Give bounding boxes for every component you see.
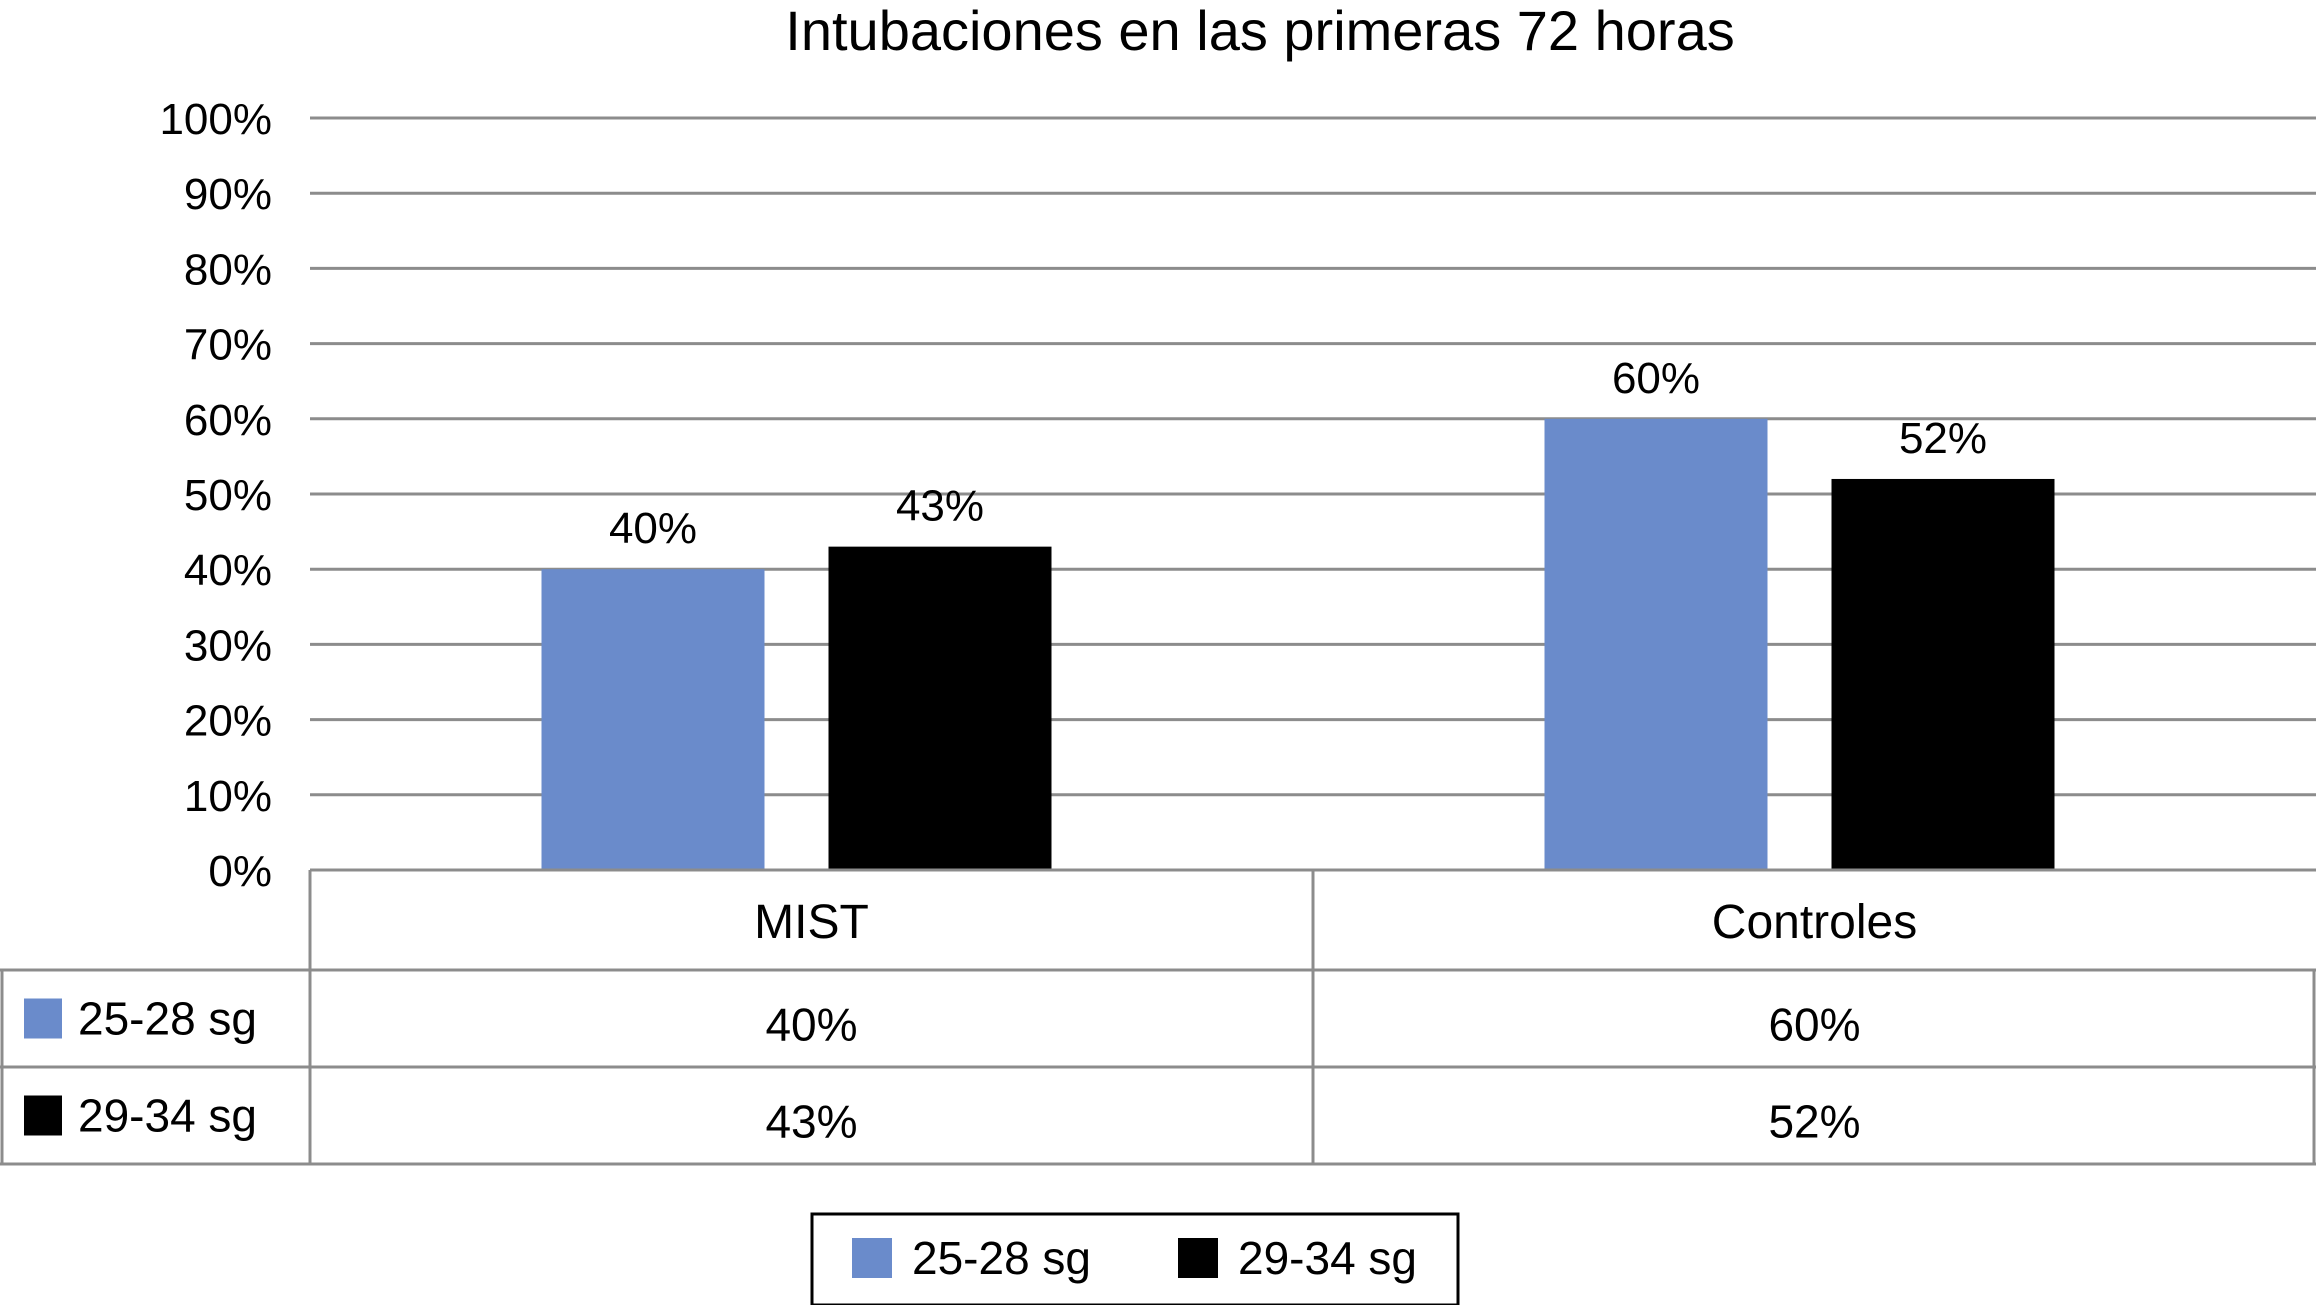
bar [1544, 418, 1768, 870]
y-tick-label: 40% [184, 546, 272, 595]
legend-swatch [852, 1238, 892, 1278]
y-axis-ticks: 0% 10% 20% 30% 40% 50% 60% 70% 80% 90% 100% [159, 95, 272, 896]
category-label: MIST [754, 896, 869, 949]
y-tick-label: 100% [159, 95, 272, 144]
y-tick-label: 30% [184, 621, 272, 670]
category-label: Controles [1712, 896, 1917, 949]
y-tick-label: 60% [184, 396, 272, 445]
bars [541, 418, 2055, 870]
table-row-swatch [24, 998, 62, 1039]
table-cell: 43% [765, 1096, 857, 1148]
bar [1831, 478, 2055, 870]
table-cell: 52% [1768, 1096, 1860, 1148]
table-row-label: 29-34 sg [78, 1090, 257, 1142]
legend: 25-28 sg 29-34 sg [810, 1212, 1460, 1305]
data-label: 52% [1899, 414, 1987, 463]
legend-label: 29-34 sg [1238, 1232, 1417, 1284]
y-tick-label: 90% [184, 170, 272, 219]
data-label: 43% [896, 482, 984, 531]
data-labels: 40% 43% 60% 52% [609, 354, 1987, 553]
table-row-label: 25-28 sg [78, 993, 257, 1045]
table-cell: 60% [1768, 999, 1860, 1051]
y-tick-label: 0% [208, 847, 272, 896]
y-tick-label: 70% [184, 321, 272, 370]
y-tick-label: 80% [184, 245, 272, 294]
chart-title: Intubaciones en las primeras 72 horas [785, 0, 1734, 62]
y-tick-label: 20% [184, 697, 272, 746]
table-row-swatch [24, 1095, 62, 1136]
table-cell: 40% [765, 999, 857, 1051]
bar [828, 546, 1052, 870]
data-label: 40% [609, 504, 697, 553]
legend-swatch [1178, 1238, 1218, 1278]
y-tick-label: 50% [184, 471, 272, 520]
y-tick-label: 10% [184, 772, 272, 821]
data-table: MIST Controles 25-28 sg 40% 60% 29-34 sg 43% 52… [0, 868, 2316, 1166]
legend-box [810, 1212, 1460, 1305]
bar [541, 569, 765, 870]
data-label: 60% [1612, 354, 1700, 403]
legend-label: 25-28 sg [912, 1232, 1091, 1284]
